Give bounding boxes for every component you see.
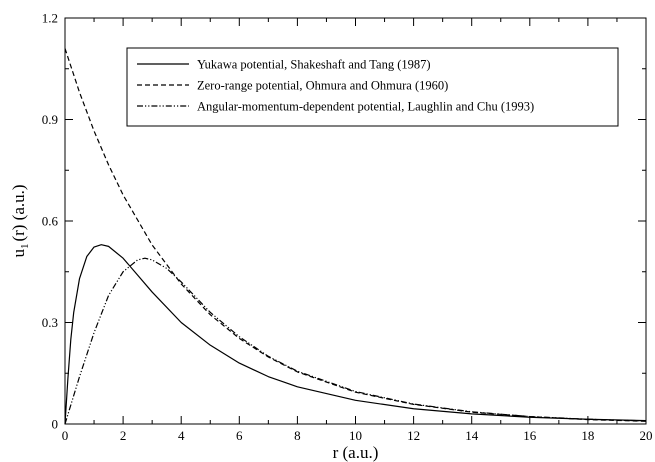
y-tick-label: 0.3 bbox=[42, 315, 58, 330]
y-tick-label: 0.9 bbox=[42, 112, 58, 127]
x-tick-label: 0 bbox=[62, 428, 69, 443]
series-line-1 bbox=[64, 244, 647, 425]
x-tick-label: 6 bbox=[236, 428, 243, 443]
y-tick-label: 0.6 bbox=[42, 214, 59, 229]
x-tick-label: 20 bbox=[640, 428, 653, 443]
legend-label-1: Yukawa potential, Shakeshaft and Tang (1… bbox=[197, 58, 431, 72]
legend-box bbox=[126, 47, 619, 127]
legend: Yukawa potential, Shakeshaft and Tang (1… bbox=[126, 47, 619, 127]
x-tick-label: 2 bbox=[120, 428, 127, 443]
x-tick-label: 10 bbox=[349, 428, 362, 443]
y-tick-label: 0 bbox=[52, 417, 59, 432]
x-axis-title: r (a.u.) bbox=[333, 443, 379, 462]
x-tick-label: 12 bbox=[407, 428, 420, 443]
y-axis-title-subscript: 1 bbox=[19, 244, 31, 250]
y-tick-label: 1.2 bbox=[42, 11, 58, 26]
x-tick-label: 14 bbox=[465, 428, 479, 443]
y-axis-title-main: u bbox=[9, 249, 28, 258]
y-axis-title: u1 (r) (a.u.) bbox=[9, 184, 31, 257]
x-tick-label: 4 bbox=[178, 428, 185, 443]
x-axis-ticks: 0 2 4 6 8 10 12 14 16 18 20 bbox=[62, 18, 653, 443]
x-tick-label: 18 bbox=[581, 428, 594, 443]
x-tick-label: 16 bbox=[523, 428, 537, 443]
x-tick-label: 8 bbox=[294, 428, 301, 443]
series-line-3 bbox=[64, 257, 647, 425]
y-axis-ticks: 0 0.3 0.6 0.9 1.2 bbox=[42, 11, 646, 432]
y-axis-title-rest: (r) (a.u.) bbox=[9, 184, 28, 241]
series-layer bbox=[64, 48, 647, 425]
legend-label-2: Zero-range potential, Ohmura and Ohmura … bbox=[197, 79, 448, 93]
legend-label-3: Angular-momentum-dependent potential, La… bbox=[197, 100, 534, 114]
